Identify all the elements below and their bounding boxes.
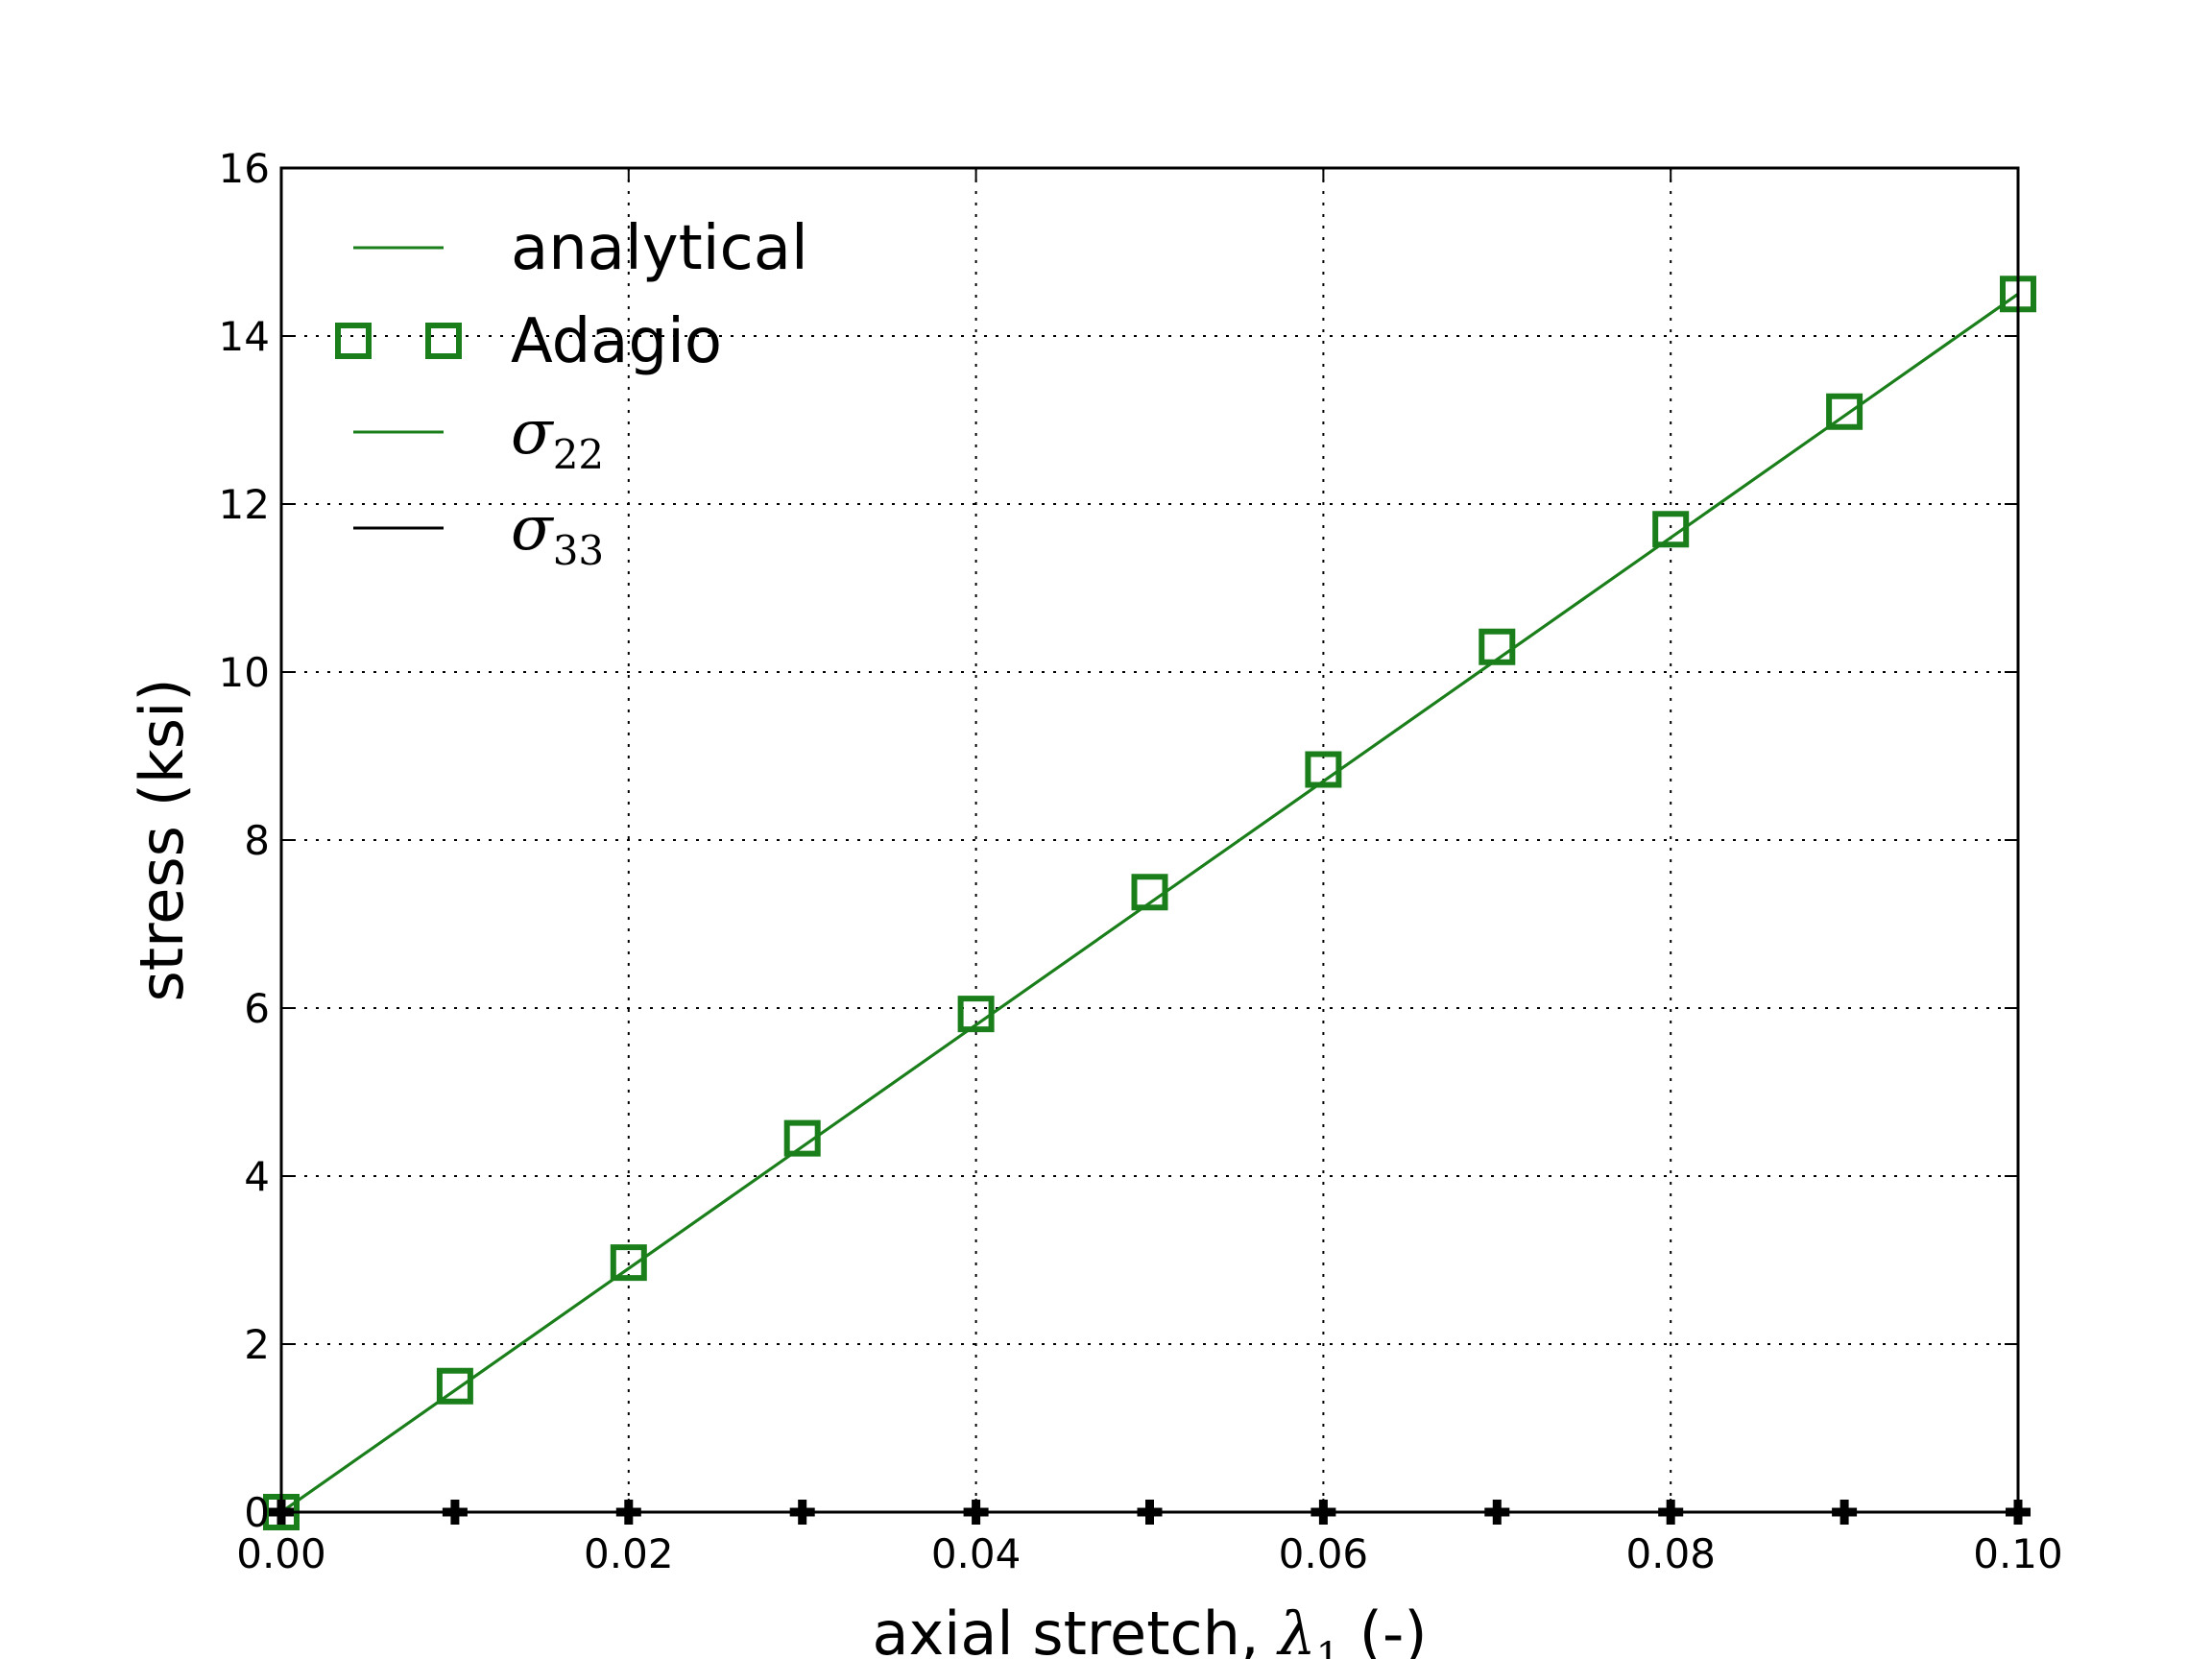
legend-entry-label: analytical: [511, 213, 808, 284]
series-adagio-marker: [783, 1119, 821, 1157]
legend-entry-label: σ22: [511, 397, 604, 478]
series-adagio-marker: [436, 1367, 473, 1405]
x-axis-label-suffix: (-): [1340, 1599, 1427, 1659]
x-axis-label-subscript: 1: [1316, 1635, 1340, 1659]
series-adagio-marker: [610, 1244, 647, 1282]
series-22-line: [280, 293, 2019, 1514]
y-tick-label: 6: [244, 985, 270, 1032]
series-adagio-marker: [1479, 628, 1516, 665]
x-tick-label: 0.10: [1973, 1530, 2063, 1577]
legend-symbol: σ: [511, 397, 555, 469]
legend-entry-label: σ33: [511, 493, 604, 574]
y-tick-label: 10: [219, 649, 270, 696]
tick-layer: 0.00 0.02 0.04 0.06 0.08 0.10 0 2 4 6 8 10 12 14 16: [219, 145, 2063, 1577]
y-tick-label: 16: [219, 145, 270, 192]
y-tick-label: 4: [244, 1153, 270, 1200]
x-tick-label: 0.08: [1625, 1530, 1716, 1577]
x-tick-label: 0.02: [584, 1530, 674, 1577]
x-axis-label-prefix: axial stretch,: [872, 1599, 1278, 1659]
legend-entry-marker: [335, 323, 372, 359]
y-tick-label: 0: [244, 1489, 270, 1536]
x-tick-label: 0.00: [236, 1530, 326, 1577]
x-axis-label: axial stretch, λ1 (-): [872, 1599, 1427, 1659]
series-adagio-marker: [1826, 393, 1863, 430]
y-axis-label: stress (ksi): [127, 678, 197, 1001]
series-adagio-marker: [1652, 511, 1690, 548]
legend-entry-label: Adagio: [511, 306, 722, 377]
x-axis-label-symbol: λ: [1275, 1599, 1315, 1659]
y-tick-label: 2: [244, 1321, 270, 1368]
legend-symbol: σ: [511, 493, 555, 565]
x-tick-label: 0.04: [931, 1530, 1022, 1577]
y-tick-label: 8: [244, 817, 270, 864]
legend-subscript: 33: [553, 527, 604, 574]
y-tick-label: 12: [219, 481, 270, 528]
legend-entry-marker: [425, 323, 462, 359]
legend-subscript: 22: [553, 431, 604, 478]
x-tick-label: 0.06: [1279, 1530, 1369, 1577]
y-tick-label: 14: [219, 313, 270, 360]
